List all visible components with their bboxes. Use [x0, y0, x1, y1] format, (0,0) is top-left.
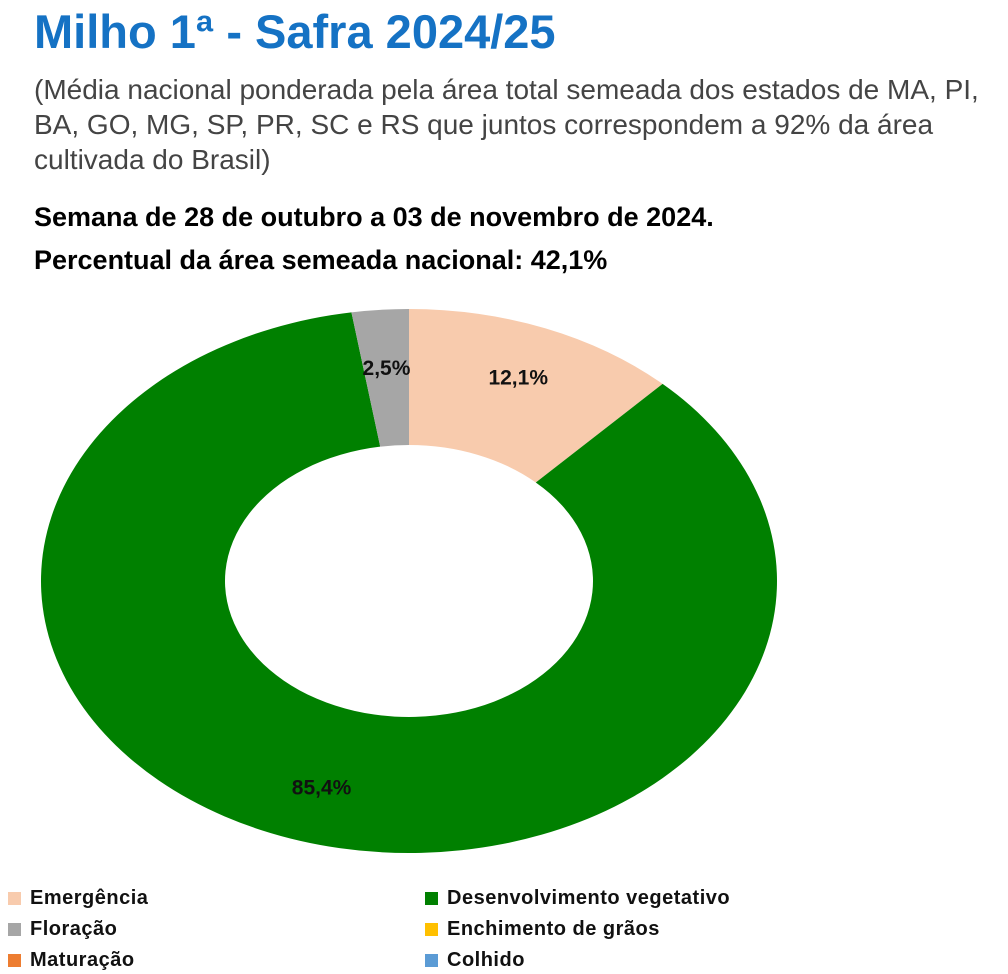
national-area-percentage: Percentual da área semeada nacional: 42,…	[34, 245, 608, 275]
slice-floracao	[351, 309, 409, 447]
legend-label: Colhido	[447, 948, 525, 971]
legend-swatch	[425, 922, 438, 936]
legend-swatch	[425, 953, 438, 967]
legend-item-maturacao: Maturação	[8, 946, 135, 974]
legend-swatch	[8, 891, 21, 905]
legend-item-colhido: Colhido	[425, 946, 525, 974]
legend-swatch	[8, 922, 21, 936]
chart-legend: Emergência Desenvolvimento vegetativo Flor…	[8, 884, 1008, 972]
legend-label: Maturação	[30, 948, 135, 971]
chart-title: Milho 1ª - Safra 2024/25	[34, 5, 556, 58]
legend-label: Enchimento de grãos	[447, 917, 660, 940]
slice-desenvolvimento-vegetativo	[40, 312, 777, 854]
slice-emergencia	[409, 309, 663, 483]
donut-slices	[40, 309, 777, 854]
legend-item-emergencia: Emergência	[8, 884, 148, 912]
legend-item-floracao: Floração	[8, 915, 117, 943]
slice-label-emergencia: 12,1%	[488, 366, 548, 389]
legend-item-enchimento-de-graos: Enchimento de grãos	[425, 915, 660, 943]
chart-subtitle: (Média nacional ponderada pela área tota…	[34, 74, 979, 175]
week-range: Semana de 28 de outubro a 03 de novembro…	[34, 202, 714, 232]
legend-label: Floração	[30, 917, 118, 940]
legend-swatch	[8, 953, 21, 967]
legend-item-desenvolvimento-vegetativo: Desenvolvimento vegetativo	[425, 884, 730, 912]
legend-label: Emergência	[30, 886, 149, 909]
slice-label-desenvolvimento-vegetativo: 85,4%	[292, 776, 352, 799]
legend-swatch	[425, 891, 438, 905]
legend-label: Desenvolvimento vegetativo	[447, 886, 731, 909]
slice-label-floracao: 2,5%	[363, 357, 411, 380]
donut-chart: 12,1% 85,4% 2,5%	[40, 309, 777, 854]
donut-labels: 12,1% 85,4% 2,5%	[292, 357, 549, 799]
